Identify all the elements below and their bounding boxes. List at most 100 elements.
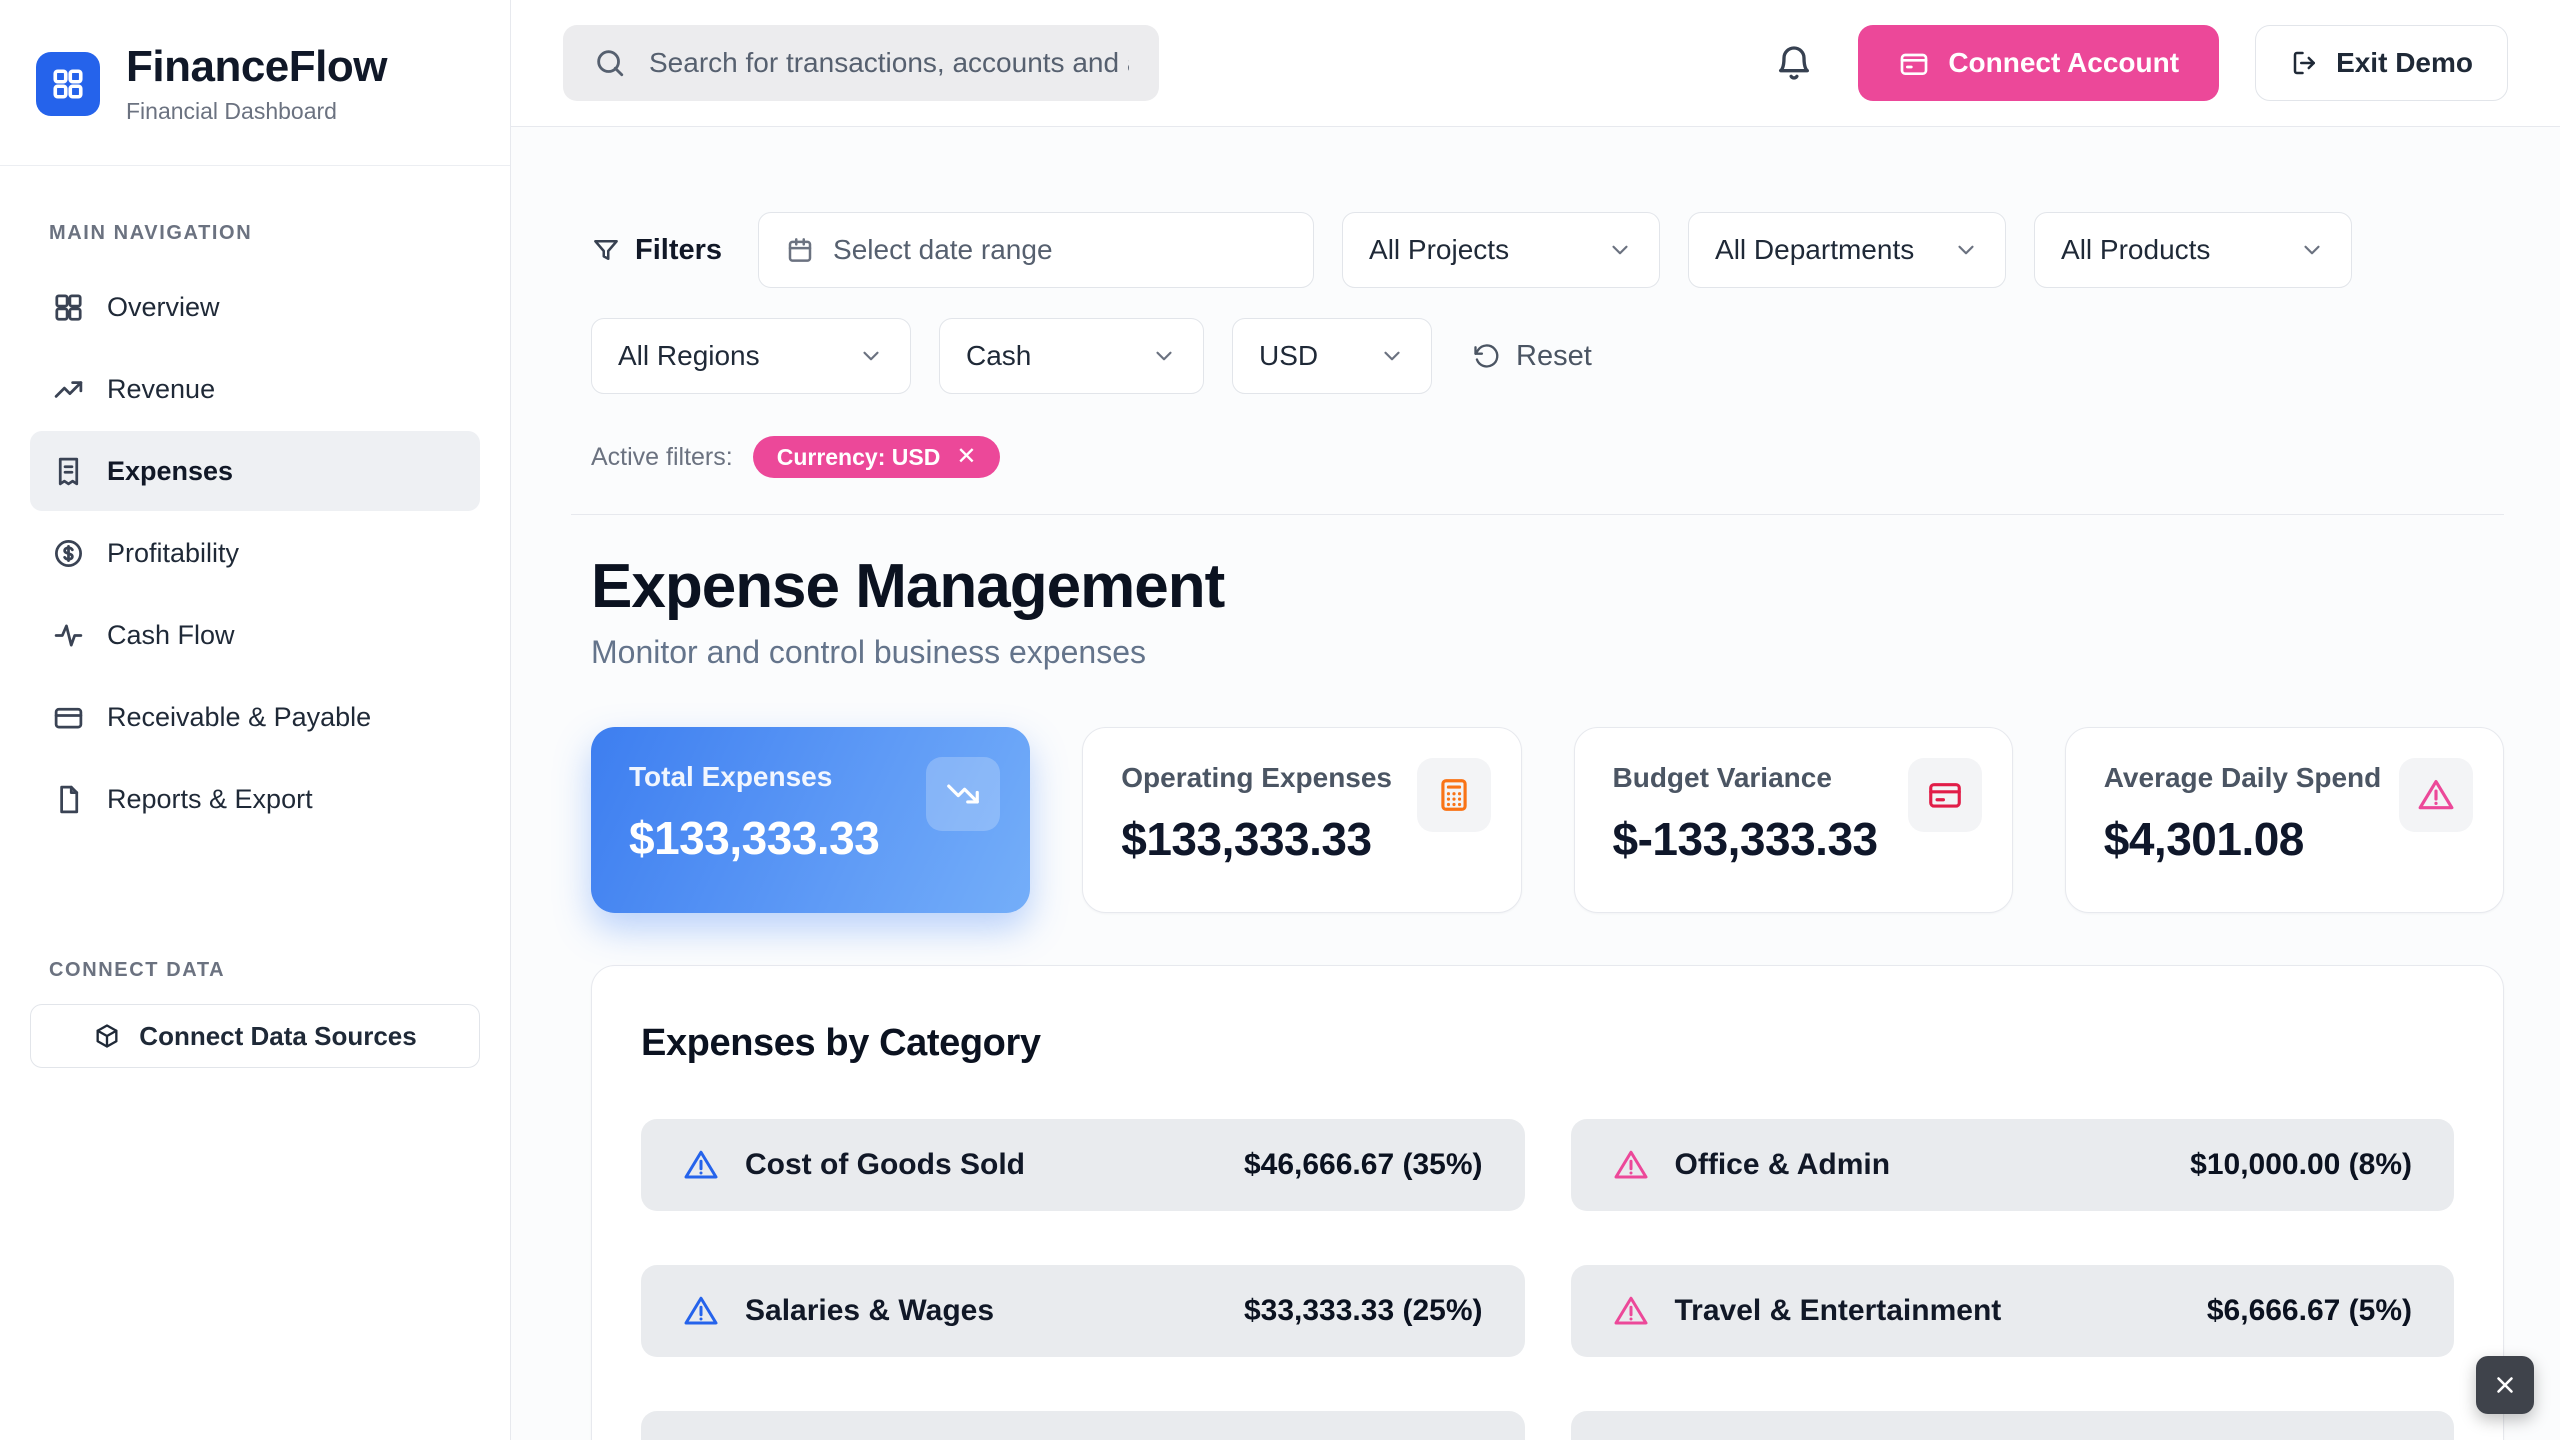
main-area: Connect Account Exit Demo Filters Select… [511, 0, 2560, 1440]
stat-value: $4,301.08 [2103, 813, 2305, 865]
receipt-icon [52, 455, 85, 488]
filters-heading: Filters [591, 234, 722, 267]
bell-icon [1774, 43, 1814, 83]
connect-data-sources-button[interactable]: Connect Data Sources [30, 1004, 480, 1068]
chevron-down-icon [1953, 237, 1979, 263]
sidebar-item-revenue[interactable]: Revenue [30, 349, 480, 429]
date-range-picker[interactable]: Select date range [758, 212, 1315, 288]
main-navigation: Overview Revenue Expenses Profitability … [0, 267, 510, 839]
sidebar-item-reports-export[interactable]: Reports & Export [30, 759, 480, 839]
category-row-marketing[interactable]: Marketing $20,000.00 (15%) [641, 1411, 1525, 1440]
global-search[interactable] [563, 25, 1159, 101]
remove-filter-icon[interactable]: ✕ [956, 443, 977, 470]
sidebar: FinanceFlow Financial Dashboard MAIN NAV… [0, 0, 511, 1440]
card-icon [52, 701, 85, 734]
brand: FinanceFlow Financial Dashboard [0, 0, 510, 166]
reset-filters-button[interactable]: Reset [1460, 340, 1604, 373]
date-range-placeholder: Select date range [833, 234, 1053, 265]
panel-title: Expenses by Category [641, 1022, 1041, 1064]
category-row-travel-entertainment[interactable]: Travel & Entertainment $6,666.67 (5%) [1570, 1265, 2454, 1357]
active-filters-label: Active filters: [591, 442, 733, 471]
filters-label: Filters [635, 233, 723, 266]
currency-filter-chip-label: Currency: USD [776, 443, 941, 470]
sidebar-item-label: Cash Flow [107, 619, 235, 650]
chevron-down-icon [1379, 343, 1405, 369]
search-input[interactable] [649, 47, 1129, 79]
grid-icon [52, 291, 85, 324]
regions-dropdown-value: All Regions [618, 340, 760, 371]
stat-card-average-daily-spend[interactable]: Average Daily Spend $4,301.08 [2064, 727, 2504, 913]
category-row-cost-of-goods-sold[interactable]: Cost of Goods Sold $46,666.67 (35%) [641, 1119, 1525, 1211]
close-overlay-button[interactable] [2476, 1356, 2534, 1414]
sidebar-item-label: Revenue [107, 373, 216, 404]
exit-demo-button[interactable]: Exit Demo [2255, 25, 2508, 101]
stat-label: Budget Variance [1612, 762, 1832, 793]
stat-cards: Total Expenses $133,333.33 Operating Exp… [591, 727, 2504, 913]
departments-dropdown-value: All Departments [1715, 234, 1915, 265]
sidebar-item-label: Receivable & Payable [107, 701, 372, 732]
sidebar-item-overview[interactable]: Overview [30, 267, 480, 347]
page-header: Expense Management Monitor and control b… [591, 551, 2504, 671]
stat-card-total-expenses[interactable]: Total Expenses $133,333.33 [591, 727, 1031, 913]
activity-icon [52, 619, 85, 652]
app-title: FinanceFlow [126, 42, 387, 91]
category-value: $33,333.33 (25%) [1243, 1294, 1483, 1327]
stat-card-operating-expenses[interactable]: Operating Expenses $133,333.33 [1082, 727, 1522, 913]
stat-value: $-133,333.33 [1612, 813, 1879, 865]
accounting-basis-value: Cash [966, 340, 1032, 371]
sidebar-item-profitability[interactable]: Profitability [30, 513, 480, 593]
products-dropdown[interactable]: All Products [2034, 212, 2353, 288]
category-row-office-admin[interactable]: Office & Admin $10,000.00 (8%) [1570, 1119, 2454, 1211]
stat-label: Operating Expenses [1121, 762, 1393, 793]
currency-dropdown-value: USD [1259, 340, 1319, 371]
trend-down-icon [926, 757, 1001, 831]
currency-filter-chip[interactable]: Currency: USD ✕ [752, 436, 1001, 478]
connect-account-label: Connect Account [1948, 47, 2180, 78]
filters-row-2: All Regions Cash USD Reset [591, 318, 2504, 394]
search-icon [593, 46, 627, 80]
dollar-circle-icon [52, 537, 85, 570]
calculator-icon [1416, 758, 1491, 832]
projects-dropdown[interactable]: All Projects [1342, 212, 1661, 288]
category-value: $46,666.67 (35%) [1243, 1148, 1483, 1181]
category-row-professional-services[interactable]: Professional Services $3,333.33 (3%) [1570, 1411, 2454, 1440]
category-label: Travel & Entertainment [1674, 1294, 2002, 1327]
chevron-down-icon [858, 343, 884, 369]
sidebar-item-label: Expenses [107, 455, 234, 486]
category-label: Office & Admin [1674, 1148, 1891, 1181]
calendar-icon [785, 235, 815, 265]
section-divider [571, 514, 2504, 515]
stat-label: Average Daily Spend [2103, 762, 2382, 793]
category-value: $6,666.67 (5%) [2206, 1294, 2412, 1327]
category-row-salaries-wages[interactable]: Salaries & Wages $33,333.33 (25%) [641, 1265, 1525, 1357]
exit-demo-label: Exit Demo [2336, 47, 2473, 78]
app-subtitle: Financial Dashboard [126, 98, 337, 124]
filter-funnel-icon [591, 235, 621, 265]
sidebar-item-expenses[interactable]: Expenses [30, 431, 480, 511]
content: Filters Select date range All Projects A… [511, 127, 2560, 1440]
chevron-down-icon [1151, 343, 1177, 369]
warning-icon [683, 1147, 719, 1183]
close-icon [2492, 1372, 2518, 1398]
app-logo-icon [36, 51, 100, 116]
notifications-button[interactable] [1766, 35, 1822, 91]
reset-label: Reset [1516, 339, 1592, 372]
accounting-basis-dropdown[interactable]: Cash [939, 318, 1204, 394]
wallet-icon [1898, 47, 1930, 79]
warning-icon [1613, 1147, 1649, 1183]
currency-dropdown[interactable]: USD [1232, 318, 1432, 394]
sidebar-item-label: Profitability [107, 537, 240, 568]
sidebar-item-receivable-payable[interactable]: Receivable & Payable [30, 677, 480, 757]
connect-account-button[interactable]: Connect Account [1858, 25, 2220, 101]
sidebar-item-label: Overview [107, 291, 220, 322]
sidebar-item-label: Reports & Export [107, 783, 313, 814]
stat-card-budget-variance[interactable]: Budget Variance $-133,333.33 [1573, 727, 2013, 913]
trend-up-icon [52, 373, 85, 406]
warning-icon [1613, 1293, 1649, 1329]
page-title: Expense Management [591, 552, 1225, 621]
chevron-down-icon [2299, 237, 2325, 263]
sidebar-item-cash-flow[interactable]: Cash Flow [30, 595, 480, 675]
regions-dropdown[interactable]: All Regions [591, 318, 911, 394]
filters-row-1: Filters Select date range All Projects A… [591, 212, 2504, 288]
departments-dropdown[interactable]: All Departments [1688, 212, 2007, 288]
